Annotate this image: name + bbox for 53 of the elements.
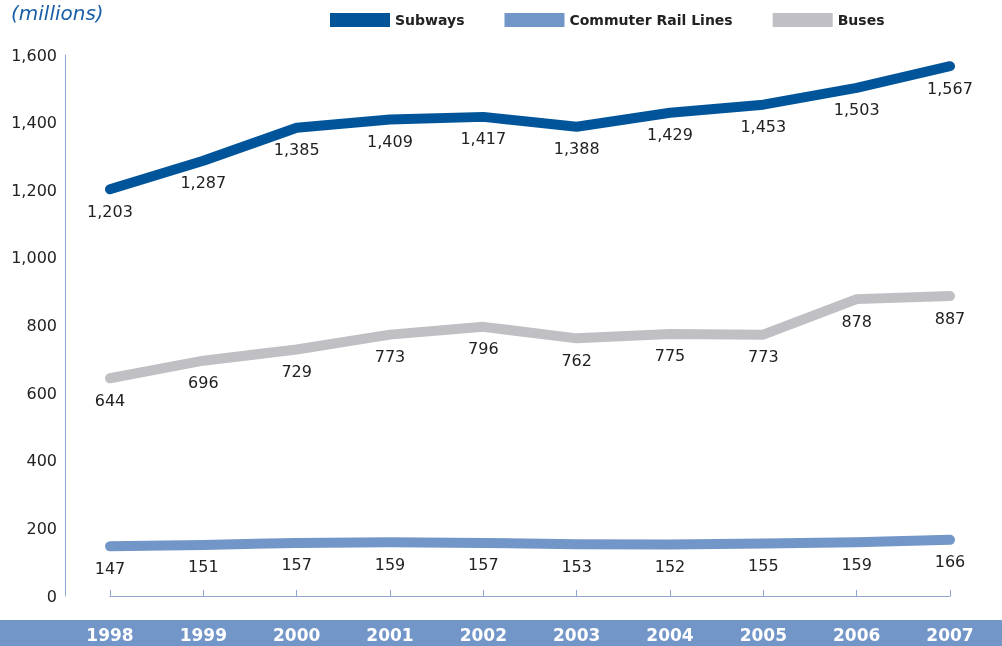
data-label: 166 [934, 552, 966, 572]
legend-label: Buses [837, 12, 885, 28]
x-tick-label: 2004 [646, 624, 694, 645]
data-label: 762 [561, 350, 592, 370]
data-label: 1,287 [180, 173, 227, 193]
x-tick-label: 1998 [86, 624, 134, 645]
x-tick-label: 2003 [553, 624, 601, 645]
data-label: 1,567 [927, 78, 973, 98]
x-tick-label: 2006 [833, 624, 881, 645]
data-label: 155 [748, 556, 779, 576]
x-tick-label: 2002 [459, 624, 507, 645]
data-label: 644 [94, 390, 126, 410]
y-tick-label: 0 [46, 586, 57, 606]
data-label: 1,388 [553, 139, 600, 159]
legend-label: Subways [395, 12, 465, 28]
y-tick-label: 400 [26, 451, 57, 471]
data-label: 1,409 [367, 132, 413, 152]
data-label: 796 [468, 339, 499, 359]
data-label: 696 [188, 373, 219, 393]
data-label: 1,417 [460, 129, 507, 149]
data-label: 157 [468, 555, 499, 575]
y-tick-label: 600 [26, 383, 57, 403]
x-tick-label: 1999 [179, 624, 227, 645]
y-tick-label: 1,400 [11, 113, 57, 133]
data-label: 159 [841, 554, 872, 574]
data-label: 775 [654, 346, 686, 366]
x-tick-label: 2001 [366, 624, 414, 645]
data-label: 1,429 [647, 125, 693, 145]
legend-label: Commuter Rail Lines [569, 12, 733, 28]
y-tick-label: 1,200 [11, 180, 57, 200]
x-tick-label: 2005 [739, 624, 787, 645]
data-label: 152 [654, 557, 686, 577]
y-axis-title: (millions) [11, 1, 104, 25]
data-label: 1,503 [833, 100, 880, 120]
data-label: 157 [281, 555, 312, 575]
data-label: 887 [934, 308, 966, 328]
data-label: 729 [281, 362, 312, 382]
data-label: 1,203 [87, 201, 133, 221]
data-label: 773 [374, 347, 406, 367]
x-tick-label: 2007 [926, 624, 974, 645]
x-tick-label: 2000 [273, 624, 321, 645]
data-label: 773 [748, 347, 779, 367]
y-tick-label: 200 [26, 518, 57, 538]
data-label: 1,385 [273, 140, 320, 160]
data-label: 153 [561, 556, 592, 576]
data-label: 1,453 [740, 117, 787, 137]
data-label: 159 [374, 554, 406, 574]
y-tick-label: 1,000 [11, 248, 57, 268]
y-tick-label: 1,600 [11, 45, 57, 65]
data-label: 878 [841, 311, 872, 331]
data-label: 151 [188, 557, 219, 577]
y-tick-label: 800 [26, 316, 57, 335]
data-label: 147 [94, 558, 126, 578]
